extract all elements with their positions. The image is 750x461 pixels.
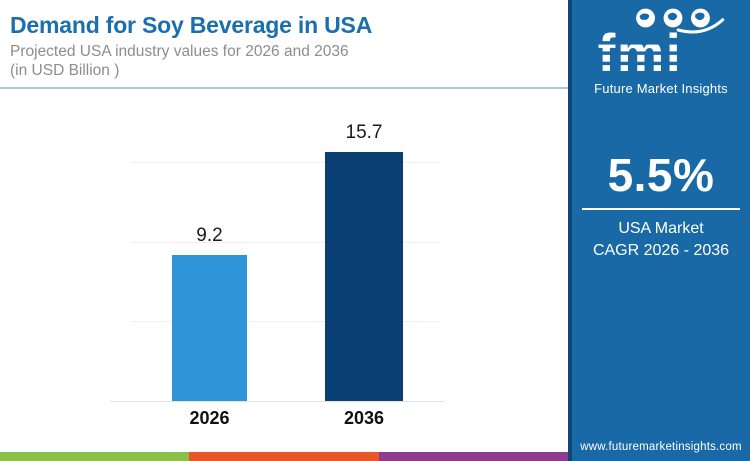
svg-text:fmi: fmi [598,24,683,78]
cagr-caption: USA Market CAGR 2026 - 2036 [572,218,750,262]
cagr-caption-line2: CAGR 2026 - 2036 [592,242,730,259]
x-axis-baseline [110,401,445,402]
cagr-caption-line1: USA Market [618,220,704,237]
subtitle-line2: (in USD Billion ) [10,62,120,79]
fmi-logo: fmi Future Market Insights [572,6,750,96]
website-link[interactable]: www.futuremarketinsights.com [580,441,742,453]
subtitle-line1: Projected USA industry values for 2026 a… [10,43,349,60]
sidebar-divider [582,208,740,210]
header: Demand for Soy Beverage in USA Projected… [0,0,568,88]
stripe-segment-2 [189,452,379,461]
cagr-value: 5.5% [607,149,715,201]
gridline [131,320,440,322]
footer-stripe [0,452,568,461]
gridline [131,241,440,243]
stripe-segment-3 [378,452,568,461]
bar-2026 [172,255,247,401]
logo-wordmark: Future Market Insights [594,81,728,96]
bar-value-label-2026: 9.2 [196,225,223,246]
page-title: Demand for Soy Beverage in USA [10,12,373,38]
page-subtitle: Projected USA industry values for 2026 a… [10,42,568,80]
plot-area: 9.2 2026 15.7 2036 [110,100,445,428]
fmi-logo-icon: fmi [592,8,725,83]
stripe-segment-1 [0,452,190,461]
header-divider [0,87,568,89]
x-axis-label-2036: 2036 [343,408,385,428]
x-axis-label-2026: 2026 [189,408,230,428]
gridline [131,162,440,164]
bar-2036 [325,152,403,401]
sidebar: fmi Future Market Insights 5.5% USA Mark… [568,0,750,461]
bar-value-label-2036: 15.7 [345,122,383,143]
